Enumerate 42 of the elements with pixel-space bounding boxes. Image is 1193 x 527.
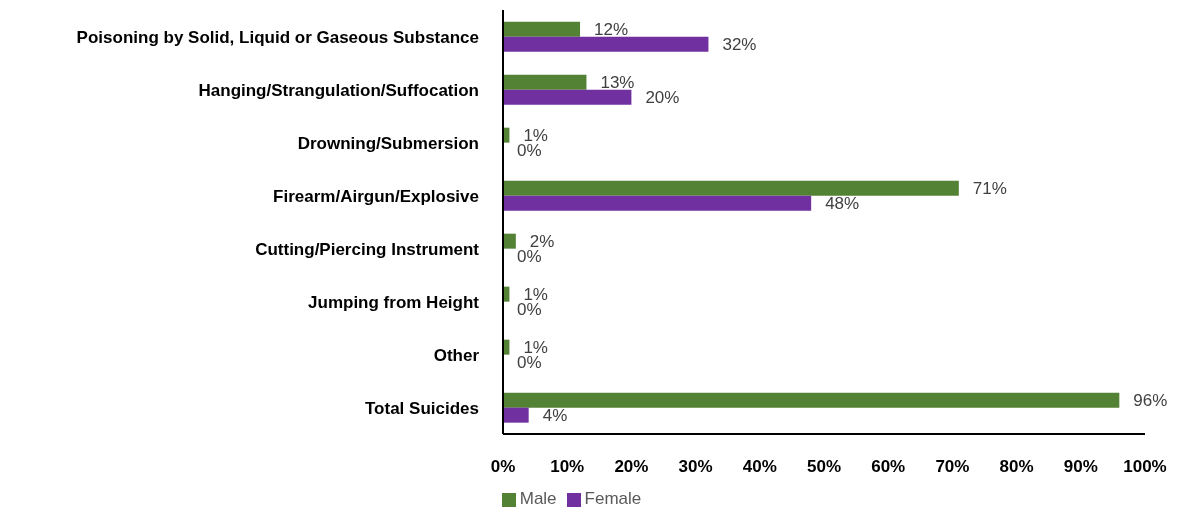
bar bbox=[503, 89, 632, 105]
x-tick-label: 40% bbox=[742, 457, 777, 477]
x-tick-label: 30% bbox=[678, 457, 713, 477]
bar bbox=[503, 74, 587, 90]
data-label: 12% bbox=[594, 20, 629, 40]
y-tick-label: Poisoning by Solid, Liquid or Gaseous Substance bbox=[76, 27, 479, 47]
data-label: 13% bbox=[600, 73, 635, 93]
bar bbox=[503, 36, 709, 52]
data-label: 4% bbox=[542, 406, 568, 426]
x-tick-label: 0% bbox=[490, 457, 516, 477]
x-tick-label: 90% bbox=[1063, 457, 1098, 477]
data-label: 0% bbox=[517, 353, 542, 373]
y-tick-label: Other bbox=[433, 345, 480, 365]
y-tick-label: Firearm/Airgun/Explosive bbox=[273, 186, 479, 206]
y-tick-label: Hanging/Strangulation/Suffocation bbox=[198, 80, 479, 100]
x-tick-label: 100% bbox=[1123, 457, 1167, 477]
y-tick-label: Drowning/Submersion bbox=[297, 133, 479, 153]
data-label: 20% bbox=[645, 88, 680, 108]
y-tick-label: Jumping from Height bbox=[308, 292, 480, 312]
data-label: 71% bbox=[972, 179, 1007, 199]
bar bbox=[503, 392, 1120, 408]
x-tick-label: 80% bbox=[999, 457, 1034, 477]
y-tick-label: Total Suicides bbox=[365, 398, 479, 418]
legend-label: Female bbox=[584, 489, 642, 508]
x-tick-label: 60% bbox=[871, 457, 906, 477]
x-tick-label: 70% bbox=[935, 457, 970, 477]
data-label: 32% bbox=[722, 35, 757, 55]
bar bbox=[503, 195, 812, 211]
legend-label: Male bbox=[519, 489, 557, 508]
bar bbox=[503, 407, 529, 423]
x-tick-label: 20% bbox=[614, 457, 649, 477]
data-label: 96% bbox=[1133, 391, 1168, 411]
data-label: 0% bbox=[517, 300, 542, 320]
bar bbox=[503, 21, 581, 37]
bar bbox=[503, 233, 516, 249]
x-tick-label: 50% bbox=[806, 457, 842, 477]
x-tick-label: 10% bbox=[550, 457, 585, 477]
data-label: 0% bbox=[517, 247, 542, 267]
data-label: 48% bbox=[825, 194, 860, 214]
bar bbox=[503, 180, 959, 196]
data-label: 0% bbox=[517, 141, 542, 161]
y-tick-label: Cutting/Piercing Instrument bbox=[255, 239, 480, 259]
